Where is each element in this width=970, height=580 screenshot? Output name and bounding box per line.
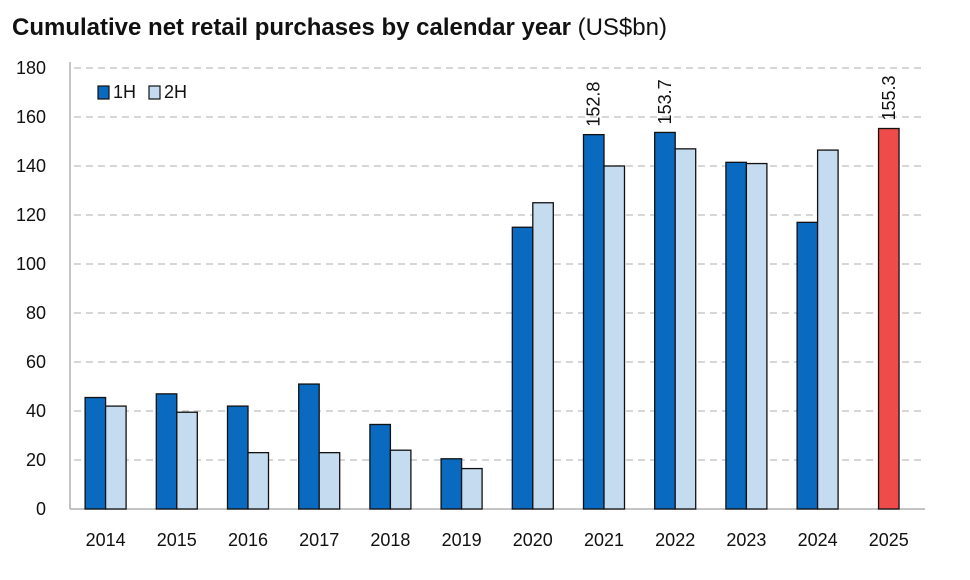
bar-2h-2014 bbox=[104, 405, 127, 510]
bar-1h-2022 bbox=[654, 131, 676, 510]
y-tick-label-40: 40 bbox=[26, 401, 46, 421]
bar-1h-2020 bbox=[511, 226, 534, 510]
bar-1h-2019 bbox=[440, 458, 463, 510]
y-tick-label-20: 20 bbox=[26, 450, 46, 470]
x-tick-label-2022: 2022 bbox=[655, 530, 695, 550]
x-tick-label-2021: 2021 bbox=[584, 530, 624, 550]
x-tick-label-2025: 2025 bbox=[869, 530, 909, 550]
bar-1h-2018 bbox=[369, 423, 392, 510]
bar-1h-2015 bbox=[155, 393, 178, 510]
y-tick-label-180: 180 bbox=[16, 58, 46, 78]
y-tick-label-160: 160 bbox=[16, 107, 46, 127]
bar-2h-2018 bbox=[389, 449, 412, 510]
x-tick-label-2019: 2019 bbox=[442, 530, 482, 550]
x-tick-label-2017: 2017 bbox=[299, 530, 339, 550]
chart-title-main: Cumulative net retail purchases by calen… bbox=[12, 14, 571, 41]
bar-2h-2017 bbox=[318, 451, 341, 510]
x-tick-label-2014: 2014 bbox=[86, 530, 126, 550]
x-tick-label-2016: 2016 bbox=[228, 530, 268, 550]
x-tick-label-2024: 2024 bbox=[798, 530, 838, 550]
y-tick-label-60: 60 bbox=[26, 352, 46, 372]
bar-2h-2016 bbox=[247, 451, 270, 510]
chart-title-unit: (US$bn) bbox=[577, 14, 667, 41]
bar-2h-2021 bbox=[603, 165, 626, 510]
bar-2h-2015 bbox=[176, 411, 198, 510]
legend-swatch-1h bbox=[97, 85, 110, 100]
bar-1h-2023 bbox=[725, 161, 748, 510]
data-label-2021: 152.8 bbox=[584, 82, 604, 127]
bar-1h-2017 bbox=[298, 383, 320, 510]
bar-2h-2024 bbox=[816, 149, 839, 510]
y-tick-label-140: 140 bbox=[16, 156, 46, 176]
x-tick-label-2020: 2020 bbox=[513, 530, 553, 550]
legend-swatch-2h bbox=[148, 85, 161, 100]
chart-title: Cumulative net retail purchases by calen… bbox=[12, 14, 667, 42]
bar-1h-2014 bbox=[84, 396, 107, 510]
data-label-2025: 155.3 bbox=[879, 75, 899, 120]
y-tick-label-0: 0 bbox=[36, 499, 46, 519]
bar-2h-2023 bbox=[745, 162, 768, 510]
x-tick-label-2015: 2015 bbox=[157, 530, 197, 550]
bar-2h-2022 bbox=[674, 148, 697, 510]
data-label-2022: 153.7 bbox=[655, 79, 675, 124]
x-tick-label-2018: 2018 bbox=[370, 530, 410, 550]
legend-label-2h: 2H bbox=[164, 82, 187, 102]
bar-1h-2025 bbox=[877, 127, 900, 510]
bar-1h-2021 bbox=[582, 133, 605, 510]
bar-2h-2020 bbox=[532, 202, 554, 510]
bar-2h-2019 bbox=[460, 467, 483, 510]
x-tick-label-2023: 2023 bbox=[726, 530, 766, 550]
bar-1h-2024 bbox=[796, 221, 819, 510]
y-tick-label-100: 100 bbox=[16, 254, 46, 274]
y-tick-label-120: 120 bbox=[16, 205, 46, 225]
legend-label-1h: 1H bbox=[113, 82, 136, 102]
y-tick-label-80: 80 bbox=[26, 303, 46, 323]
bar-1h-2016 bbox=[226, 405, 249, 510]
